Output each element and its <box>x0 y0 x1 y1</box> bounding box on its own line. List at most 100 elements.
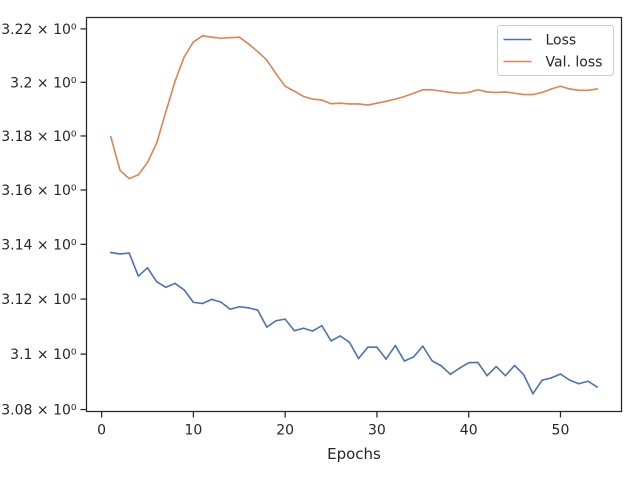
y-tick-label: 3.2 × 10⁰ <box>10 75 77 91</box>
data-point-val-loss <box>412 92 415 95</box>
data-point-val-loss <box>385 100 387 103</box>
plot-area <box>110 35 598 395</box>
data-point-val-loss <box>266 59 268 61</box>
data-point-loss <box>449 373 452 376</box>
data-point-loss <box>422 345 424 347</box>
data-point-val-loss <box>587 89 589 92</box>
data-point-loss <box>339 335 342 337</box>
data-point-val-loss <box>486 91 488 93</box>
data-point-loss <box>321 324 323 327</box>
data-point-loss <box>183 289 186 291</box>
data-point-loss <box>192 301 195 304</box>
data-point-val-loss <box>403 95 406 98</box>
data-point-val-loss <box>596 88 598 90</box>
data-point-val-loss <box>376 102 378 104</box>
data-point-val-loss <box>339 102 342 104</box>
data-point-val-loss <box>495 91 498 94</box>
data-point-loss <box>578 382 580 385</box>
legend: Loss Val. loss <box>497 25 614 76</box>
data-point-loss <box>431 359 433 362</box>
data-point-val-loss <box>541 91 543 94</box>
data-point-val-loss <box>201 35 204 37</box>
data-point-val-loss <box>467 91 470 94</box>
data-point-loss <box>220 301 222 303</box>
data-point-val-loss <box>174 80 176 83</box>
data-point-val-loss <box>311 98 314 100</box>
data-point-val-loss <box>128 177 130 180</box>
data-point-loss <box>366 346 369 349</box>
data-point-loss <box>513 364 516 367</box>
x-axis-label: Epochs <box>327 445 381 463</box>
data-point-loss <box>440 364 442 367</box>
data-point-val-loss <box>366 104 369 106</box>
data-point-val-loss <box>229 36 231 39</box>
data-point-val-loss <box>532 93 534 96</box>
data-point-loss <box>266 326 268 328</box>
data-point-loss <box>504 374 507 377</box>
x-tick-label: 50 <box>552 423 570 439</box>
data-point-val-loss <box>256 50 259 53</box>
data-point-loss <box>174 282 176 285</box>
data-point-loss <box>477 361 479 364</box>
legend-label: Val. loss <box>546 55 603 71</box>
data-point-val-loss <box>165 110 167 113</box>
data-point-val-loss <box>522 93 525 96</box>
data-point-loss <box>165 286 167 289</box>
data-point-loss <box>495 365 498 368</box>
data-point-val-loss <box>146 161 149 164</box>
data-point-loss <box>275 319 277 322</box>
data-point-val-loss <box>559 85 562 88</box>
data-point-val-loss <box>431 88 433 91</box>
y-tick-label: 3.08 × 10⁰ <box>1 403 77 419</box>
x-tick-label: 10 <box>184 423 202 439</box>
x-tick-label: 30 <box>368 423 386 439</box>
data-point-loss <box>330 340 332 342</box>
data-point-val-loss <box>422 88 424 91</box>
data-point-loss <box>532 392 534 395</box>
data-point-loss <box>559 373 562 375</box>
data-point-loss <box>146 267 149 269</box>
data-point-val-loss <box>321 99 323 101</box>
data-point-loss <box>155 280 158 283</box>
data-point-loss <box>403 360 406 362</box>
y-tick-label: 3.1 × 10⁰ <box>10 347 77 363</box>
data-point-val-loss <box>302 95 305 98</box>
series-line-loss <box>110 251 598 395</box>
data-point-loss <box>596 386 598 388</box>
data-point-loss <box>210 298 213 301</box>
data-point-val-loss <box>458 92 461 95</box>
data-point-loss <box>376 346 378 349</box>
data-point-loss <box>486 374 488 377</box>
x-axis-ticks: 0 10 20 30 40 50 <box>97 411 570 439</box>
x-tick-label: 40 <box>460 423 478 439</box>
data-point-loss <box>522 374 525 376</box>
data-point-loss <box>284 318 286 320</box>
data-point-loss <box>229 308 231 311</box>
data-point-val-loss <box>477 88 479 91</box>
series-line-val-loss <box>110 35 598 180</box>
data-point-val-loss <box>568 88 571 90</box>
data-point-val-loss <box>210 36 213 38</box>
y-tick-label: 3.18 × 10⁰ <box>1 129 77 145</box>
plot-frame <box>85 16 623 413</box>
data-point-val-loss <box>578 89 580 92</box>
data-point-val-loss <box>293 90 296 92</box>
data-point-loss <box>394 344 397 347</box>
data-point-val-loss <box>238 36 241 38</box>
data-point-val-loss <box>357 103 360 105</box>
data-point-val-loss <box>504 91 507 93</box>
legend-box <box>497 25 614 76</box>
data-point-loss <box>256 309 259 311</box>
data-point-val-loss <box>155 142 158 144</box>
data-point-loss <box>110 251 112 254</box>
data-point-val-loss <box>110 135 112 138</box>
series-group <box>110 35 598 395</box>
data-point-loss <box>311 330 314 332</box>
x-tick-label: 20 <box>276 423 294 439</box>
y-tick-label: 3.16 × 10⁰ <box>1 183 77 199</box>
data-point-loss <box>302 327 305 330</box>
y-tick-label: 3.14 × 10⁰ <box>1 237 77 253</box>
data-point-val-loss <box>220 37 222 40</box>
data-point-loss <box>128 252 130 254</box>
data-point-loss <box>348 341 351 344</box>
